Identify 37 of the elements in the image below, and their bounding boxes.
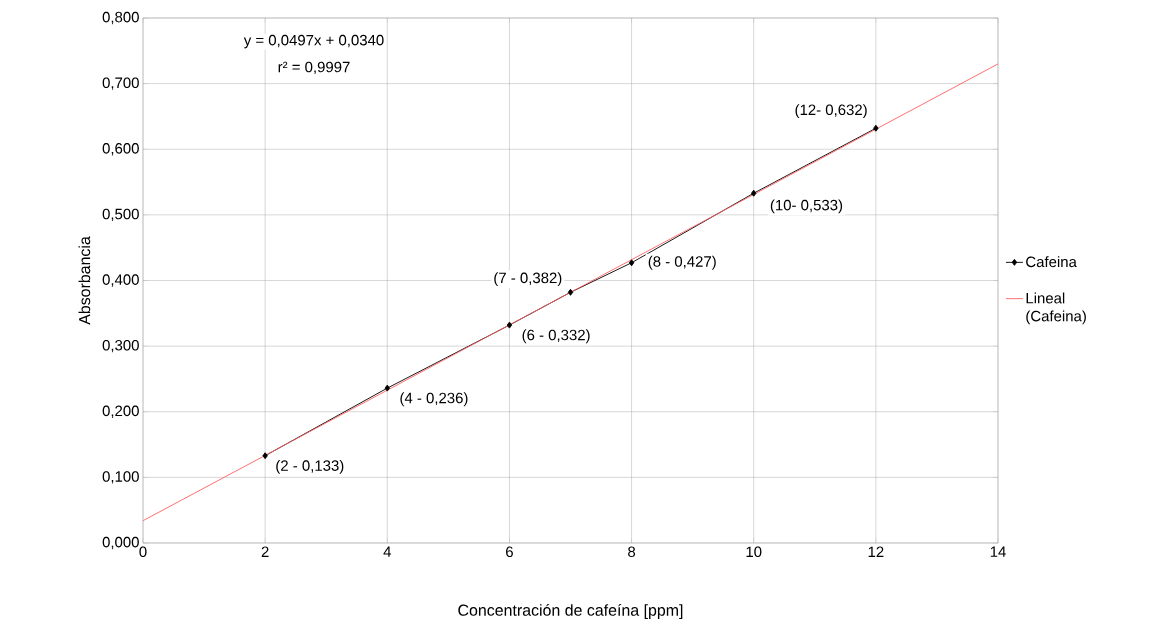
point — [873, 124, 879, 132]
annotation: (7 - 0,382) — [494, 272, 562, 287]
y-tick-label: 0,200 — [102, 405, 139, 418]
point — [628, 259, 635, 267]
x-tick-label: 8 — [628, 546, 636, 558]
point — [567, 288, 574, 296]
x-tick-label: 10 — [746, 546, 762, 558]
y-tick-label: 0,800 — [102, 11, 139, 25]
x-tick-label: 6 — [506, 546, 513, 558]
y-tick-label: 0,700 — [102, 77, 139, 90]
x-axis-title: Concentración de cafeína [ppm] — [458, 603, 683, 619]
point — [262, 452, 268, 460]
annotation: (6 - 0,332) — [522, 329, 590, 344]
x-tick-label: 14 — [990, 546, 1006, 557]
annotation: (4 - 0,236) — [400, 392, 468, 407]
y-axis-title: Absorbancia — [78, 236, 91, 325]
y-tick-label: 0,600 — [102, 143, 139, 156]
y-tick-label: 0,300 — [102, 339, 139, 353]
y-tick-label: 0,400 — [102, 274, 139, 287]
x-tick-label: 12 — [868, 546, 884, 557]
annotation: y = 0,0497x + 0,0340 — [243, 34, 384, 49]
point — [506, 321, 513, 329]
point — [384, 384, 390, 392]
y-tick-label: 0,000 — [102, 536, 139, 550]
y-tick-label: 0,100 — [102, 471, 139, 484]
annotation: (10- 0,533) — [770, 199, 843, 214]
legend-label: Lineal (Cafeina) — [1026, 292, 1086, 325]
x-tick-label: 4 — [383, 546, 392, 557]
annotation: (12- 0,632) — [795, 104, 867, 119]
x-tick-label: 0 — [139, 546, 147, 558]
y-tick-label: 0,500 — [102, 208, 139, 222]
annotation: (2 - 0,133) — [276, 459, 344, 474]
point — [751, 189, 757, 197]
annotation: r² = 0,9997 — [278, 61, 350, 75]
x-tick-label: 2 — [261, 546, 269, 557]
legend-label: Cafeina — [1026, 256, 1077, 268]
annotation: (8 - 0,427) — [648, 255, 716, 270]
